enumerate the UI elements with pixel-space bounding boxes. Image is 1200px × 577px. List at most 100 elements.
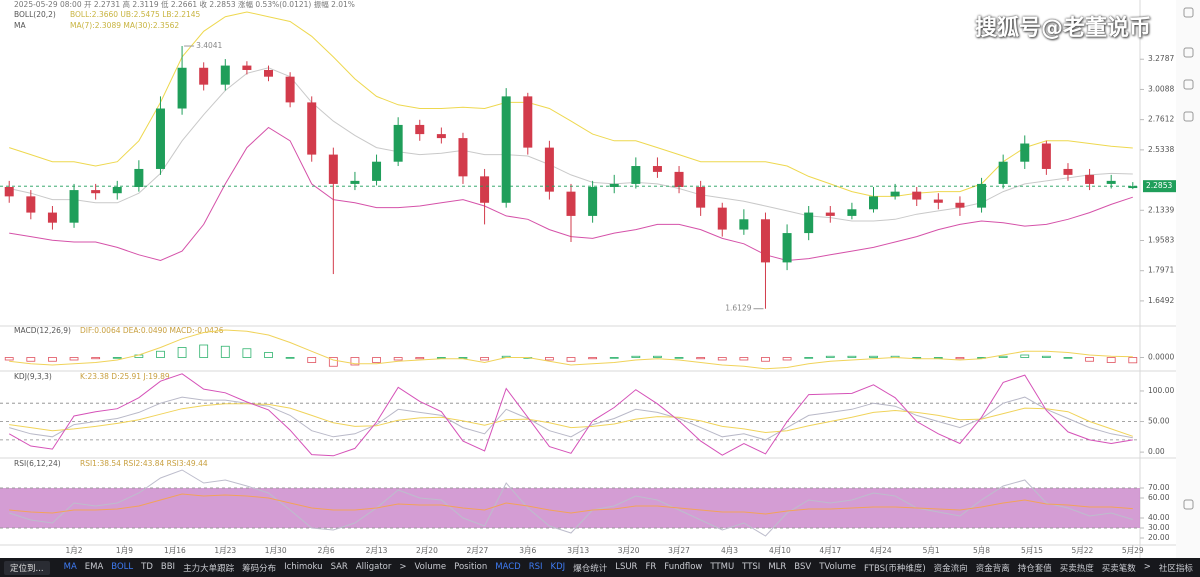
indicator-button[interactable]: RSI — [528, 561, 543, 572]
candle-body — [372, 161, 382, 181]
indicator-line — [9, 403, 1133, 437]
macd-bar — [328, 357, 338, 367]
panel: 1.6492 1.7971 1.9583 2.1339 2.5338 2.7612 3.00… — [0, 0, 1176, 313]
indicator-button[interactable]: > — [399, 561, 407, 572]
legend-label: MA — [14, 21, 26, 30]
indicator-button[interactable]: MA — [63, 561, 77, 572]
panel: 0.0000 MACD(12,26,9) DIF:0.0064 DEA:0.0490… — [4, 326, 1174, 370]
indicator-button[interactable]: BOLL — [111, 561, 134, 572]
toolbar-option[interactable]: 社区指标 — [1158, 563, 1193, 574]
indicator-button[interactable]: TTMU — [710, 561, 735, 572]
panel-values: K:23.38 D:25.91 J:19.89 — [80, 372, 170, 381]
candle-body — [134, 168, 144, 187]
candle-body — [760, 219, 770, 263]
indicator-line — [9, 396, 1133, 441]
indicator-button[interactable]: 持仓套值 — [1017, 563, 1052, 574]
legend-values: MA(7):2.3089 MA(30):2.3562 — [70, 21, 179, 30]
macd-bar — [112, 357, 122, 359]
x-tick-label: 2月20 — [416, 546, 438, 555]
macd-bar — [199, 344, 209, 358]
y-tick-label: 1.9583 — [1148, 235, 1174, 244]
legend-values: BOLL:2.3660 UB:2.5475 LB:2.2145 — [70, 10, 201, 19]
candle-body — [393, 124, 403, 162]
candle-body — [566, 191, 576, 216]
candle-body — [69, 190, 79, 223]
side-icon[interactable] — [1183, 111, 1194, 122]
boll-line — [9, 11, 1133, 197]
x-tick-label: 1月9 — [116, 546, 133, 555]
panel: 0.00 50.00 100.00 KDJ(9,3,3) K:23.38 D:25.91… — [0, 372, 1174, 457]
y-tick-label: 50.00 — [1148, 417, 1170, 426]
macd-bar — [696, 357, 706, 360]
indicator-button[interactable]: FR — [645, 561, 657, 572]
indicator-button[interactable]: Volume — [414, 561, 447, 572]
candle-body — [220, 65, 230, 85]
side-icon[interactable] — [1183, 47, 1194, 58]
side-icon[interactable] — [1183, 7, 1194, 18]
boll-line — [9, 67, 1133, 222]
candle-body — [825, 212, 835, 216]
indicator-line — [9, 329, 1133, 370]
indicator-button[interactable]: BBI — [160, 561, 176, 572]
indicator-button[interactable]: KDJ — [550, 561, 566, 572]
toolbar-right: 社区指标对数% — [1159, 562, 1200, 574]
y-tick-label: 100.00 — [1148, 386, 1174, 395]
indicator-button[interactable]: BSV — [794, 561, 812, 572]
indicator-button[interactable]: 爆仓统计 — [573, 563, 608, 574]
candle-body — [242, 65, 252, 70]
indicator-button[interactable]: 资金流向 — [933, 563, 968, 574]
macd-bar — [609, 357, 619, 359]
indicator-button[interactable]: LSUR — [615, 561, 638, 572]
macd-bar — [933, 357, 943, 359]
indicator-button[interactable]: TTSI — [742, 561, 761, 572]
indicator-button[interactable]: SAR — [330, 561, 348, 572]
indicator-button[interactable]: 主力大单跟踪 — [183, 563, 235, 574]
indicator-button[interactable]: 买卖笔数 — [1101, 563, 1136, 574]
indicator-button[interactable]: 资金背离 — [975, 563, 1010, 574]
indicator-list: MA EMA BOLL TD BBI 主力大单跟踪 筹码分布 Ichimoku SAR Allig… — [64, 562, 1159, 574]
candle-body — [652, 166, 662, 172]
indicator-button[interactable]: FTBS(币种维度) — [864, 563, 926, 574]
last-price-box — [1143, 180, 1176, 193]
indicator-button[interactable]: MACD — [495, 561, 521, 572]
side-icon[interactable] — [1183, 499, 1194, 510]
indicator-button[interactable]: 筹码分布 — [242, 563, 277, 574]
indicator-button[interactable]: 买卖热度 — [1059, 563, 1094, 574]
candle-body — [26, 196, 36, 213]
candle-body — [177, 67, 187, 109]
candle-body — [285, 76, 295, 103]
y-tick-label: 20.00 — [1148, 533, 1170, 542]
indicator-button[interactable]: Fundflow — [664, 561, 703, 572]
indicator-button[interactable]: EMA — [84, 561, 104, 572]
candle-body — [739, 219, 749, 230]
x-tick-label: 1月23 — [214, 546, 236, 555]
macd-bar — [782, 357, 792, 361]
side-icon[interactable] — [1183, 79, 1194, 90]
candle-body — [674, 171, 684, 187]
locate-button[interactable]: 定位到... — [4, 560, 50, 575]
candle-body — [155, 108, 165, 169]
macd-bar — [804, 357, 814, 359]
indicator-button[interactable]: Alligator — [355, 561, 392, 572]
indicator-button[interactable]: TD — [141, 561, 153, 572]
indicator-button[interactable]: TVolume — [819, 561, 857, 572]
candle-body — [112, 186, 122, 194]
candle-body — [501, 96, 511, 203]
x-tick-label: 4月17 — [819, 546, 841, 555]
y-tick-label: 30.00 — [1148, 523, 1170, 532]
indicator-button[interactable]: > — [1143, 561, 1151, 572]
indicator-button[interactable]: Ichimoku — [284, 561, 323, 572]
candle-body — [544, 147, 554, 192]
candle-body — [912, 191, 922, 200]
macd-bar — [955, 357, 965, 360]
macd-bar — [588, 357, 598, 360]
x-tick-label: 5月29 — [1122, 546, 1144, 555]
macd-bar — [177, 347, 187, 358]
candle-body — [869, 196, 879, 210]
indicator-button[interactable]: MLR — [768, 561, 787, 572]
x-tick-label: 4月24 — [870, 546, 892, 555]
candle-body — [47, 212, 57, 223]
y-tick-label: 70.00 — [1148, 483, 1170, 492]
indicator-button[interactable]: Position — [454, 561, 488, 572]
